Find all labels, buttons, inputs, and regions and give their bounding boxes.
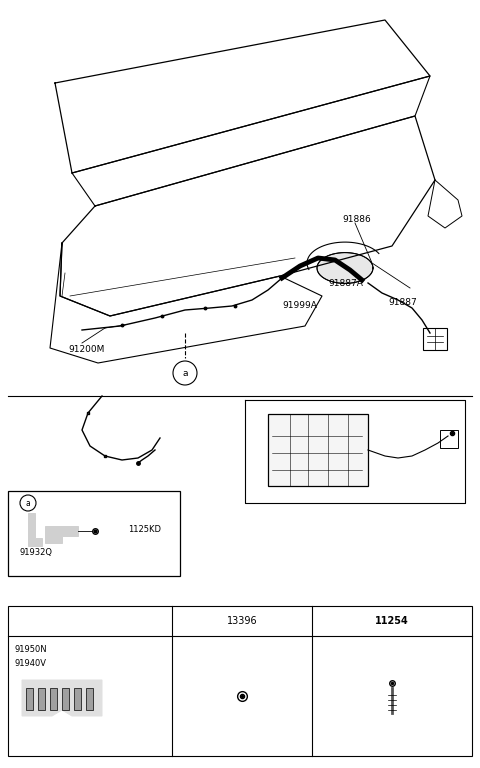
Text: 91887A: 91887A: [328, 279, 363, 287]
Text: 91887: 91887: [388, 299, 417, 307]
Text: 91999A: 91999A: [282, 302, 317, 310]
Bar: [62, 688, 69, 710]
Text: 13396: 13396: [227, 616, 257, 626]
Bar: [8, 606, 472, 756]
Text: 91932Q: 91932Q: [20, 548, 53, 558]
Polygon shape: [22, 680, 102, 716]
Bar: [74, 688, 81, 710]
Polygon shape: [28, 513, 42, 546]
Bar: [423, 328, 447, 350]
Bar: [8, 491, 180, 576]
Bar: [50, 688, 57, 710]
Text: 91200M: 91200M: [68, 346, 104, 355]
Text: a: a: [25, 498, 30, 508]
Polygon shape: [45, 526, 78, 543]
Polygon shape: [317, 253, 373, 283]
Bar: [268, 414, 368, 486]
Text: 91940V: 91940V: [14, 658, 46, 667]
Text: 1125KD: 1125KD: [128, 525, 161, 535]
Text: a: a: [182, 369, 188, 378]
Bar: [86, 688, 93, 710]
Bar: [38, 688, 45, 710]
Text: 11254: 11254: [375, 616, 409, 626]
Bar: [26, 688, 33, 710]
Text: 91886: 91886: [342, 216, 371, 224]
Bar: [440, 430, 458, 448]
Text: 91950N: 91950N: [14, 645, 47, 654]
